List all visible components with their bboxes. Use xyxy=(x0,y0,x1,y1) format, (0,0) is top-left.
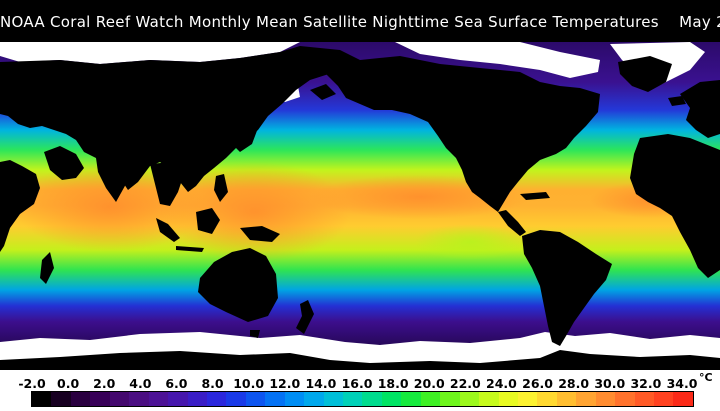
india xyxy=(96,154,130,202)
color-swatch xyxy=(343,392,363,406)
scale-tick-label: 12.0 xyxy=(269,376,301,391)
africa xyxy=(630,134,720,278)
british-isles xyxy=(694,104,706,122)
scale-tick-label: 20.0 xyxy=(413,376,445,391)
antarctica xyxy=(0,350,720,370)
scale-tick-label: 28.0 xyxy=(558,376,590,391)
west-pacific-warm-pool xyxy=(160,162,350,262)
color-swatch xyxy=(576,392,596,406)
greenland xyxy=(618,56,672,92)
color-swatch xyxy=(187,392,207,406)
color-swatch xyxy=(479,392,499,406)
color-swatch xyxy=(90,392,110,406)
color-swatch xyxy=(109,392,130,406)
arctic-ice-north-america xyxy=(395,42,600,78)
indochina xyxy=(150,162,184,206)
scale-tick-labels: -2.0 0.0 2.0 4.0 6.0 8.0 10.0 12.0 14.0 16.0 18.0 2… xyxy=(0,372,720,392)
color-swatch xyxy=(70,392,91,406)
scale-tick-label: 14.0 xyxy=(305,376,337,391)
color-swatch xyxy=(226,392,246,406)
color-swatch xyxy=(129,392,149,406)
color-swatch xyxy=(51,392,71,406)
scale-tick-label: -2.0 xyxy=(18,376,46,391)
scale-tick-label: 10.0 xyxy=(233,376,265,391)
philippines xyxy=(214,174,228,202)
scale-tick-label: 6.0 xyxy=(165,376,188,391)
color-swatch xyxy=(362,392,382,406)
color-swatch xyxy=(537,392,557,406)
scale-tick-label: 30.0 xyxy=(594,376,626,391)
alaska-peninsula xyxy=(310,84,336,100)
cuba xyxy=(520,192,550,200)
color-swatch xyxy=(401,392,421,406)
scale-tick-label: 26.0 xyxy=(522,376,553,391)
south-america xyxy=(522,230,612,346)
color-swatch xyxy=(517,392,538,406)
color-swatch xyxy=(634,392,654,406)
color-swatch xyxy=(420,392,441,406)
color-bar xyxy=(31,391,694,407)
central-america xyxy=(498,210,526,236)
scale-tick-label: 18.0 xyxy=(377,376,409,391)
color-swatch xyxy=(168,392,188,406)
east-pacific-cool-tongue xyxy=(415,224,525,260)
new-zealand xyxy=(296,300,314,334)
color-swatch xyxy=(32,392,52,406)
scale-tick-label: 16.0 xyxy=(341,376,373,391)
scale-unit: °C xyxy=(699,371,713,384)
color-swatch xyxy=(206,392,227,406)
color-swatch xyxy=(615,392,635,406)
scale-tick-label: 4.0 xyxy=(129,376,152,391)
sst-map xyxy=(0,42,720,370)
arctic-ice-eurasia xyxy=(0,42,300,64)
iceland xyxy=(668,96,686,106)
borneo xyxy=(196,208,220,234)
java xyxy=(176,246,204,252)
color-swatch xyxy=(381,392,402,406)
color-scale-legend: -2.0 0.0 2.0 4.0 6.0 8.0 10.0 12.0 14.0 16.0 18.0 2… xyxy=(0,370,720,411)
color-swatch xyxy=(284,392,305,406)
arabia xyxy=(44,146,84,180)
color-swatch xyxy=(323,392,343,406)
color-swatch xyxy=(556,392,577,406)
scale-tick-label: 34.0 xyxy=(666,376,698,391)
new-guinea xyxy=(240,226,280,242)
sumatra xyxy=(156,218,180,242)
color-swatch xyxy=(498,392,518,406)
scale-tick-label: 0.0 xyxy=(57,376,80,391)
color-swatch xyxy=(654,392,674,406)
eurasia xyxy=(0,46,360,192)
color-swatch xyxy=(595,392,616,406)
color-swatch xyxy=(440,392,460,406)
scale-tick-label: 2.0 xyxy=(93,376,116,391)
africa-east xyxy=(0,160,40,252)
north-america xyxy=(326,56,600,212)
japan xyxy=(234,122,258,152)
australia xyxy=(198,248,278,322)
scale-tick-label: 22.0 xyxy=(449,376,481,391)
color-swatch xyxy=(459,392,480,406)
scale-tick-label: 32.0 xyxy=(630,376,662,391)
scale-tick-label: 24.0 xyxy=(486,376,517,391)
color-swatch xyxy=(148,392,169,406)
scale-tick-label: 8.0 xyxy=(201,376,224,391)
map-title: NOAA Coral Reef Watch Monthly Mean Satel… xyxy=(0,13,720,31)
color-swatch xyxy=(245,392,266,406)
tasmania xyxy=(250,330,260,338)
color-swatch xyxy=(265,392,285,406)
madagascar xyxy=(40,252,54,284)
color-swatch xyxy=(673,392,693,406)
color-swatch xyxy=(304,392,324,406)
